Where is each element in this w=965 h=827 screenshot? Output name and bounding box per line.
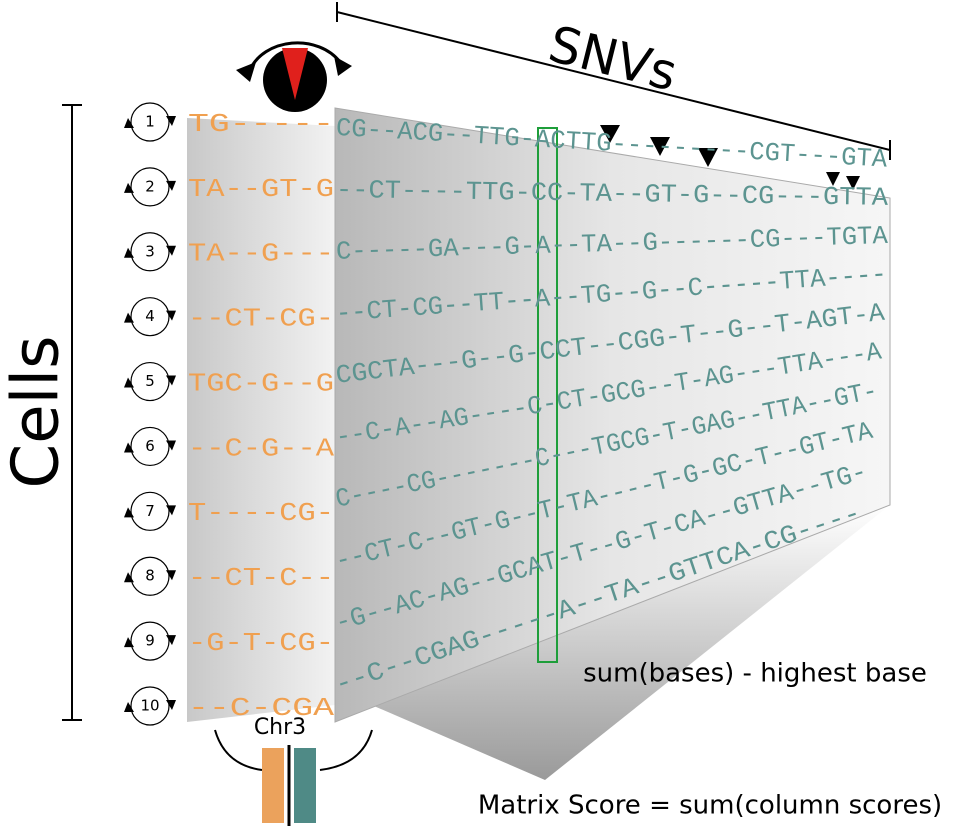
chromatid-orange bbox=[262, 748, 284, 823]
left-sequence: TGC-G--G bbox=[188, 368, 334, 398]
left-sequence: TG----- bbox=[188, 109, 334, 139]
diagram: Cells SNVs 1TG-----CG--ACG--TTG-ACTTG---… bbox=[0, 0, 965, 827]
cell-label: 4 bbox=[145, 307, 155, 325]
column-score: sum(bases) - highest base bbox=[583, 659, 927, 689]
cell-label: 6 bbox=[145, 437, 155, 455]
left-sequence: TA--G--- bbox=[188, 239, 334, 269]
swap-arrow bbox=[320, 730, 372, 770]
left-sequence: TA--GT-G bbox=[188, 174, 334, 204]
y-label: Cells bbox=[0, 336, 74, 489]
arrowhead bbox=[334, 56, 352, 76]
arrowhead bbox=[236, 62, 256, 82]
matrix-score: Matrix Score = sum(column scores) bbox=[478, 791, 942, 821]
cell-label: 5 bbox=[145, 372, 155, 390]
left-sequence: T----CG- bbox=[188, 498, 334, 528]
cell-label: 2 bbox=[145, 177, 155, 195]
cell-label: 1 bbox=[145, 113, 155, 131]
chromatid-teal bbox=[294, 748, 316, 823]
left-sequence: --CT-CG- bbox=[188, 304, 334, 334]
left-sequence: --CT-C-- bbox=[188, 563, 334, 593]
title: SNVs bbox=[543, 15, 683, 103]
cell-label: 3 bbox=[145, 242, 155, 260]
chromosome-label: Chr3 bbox=[254, 715, 306, 740]
cell-label: 10 bbox=[140, 697, 159, 715]
cell-label: 7 bbox=[145, 502, 155, 520]
left-sequence: --C-G--A bbox=[188, 433, 334, 463]
cell-label: 8 bbox=[145, 567, 155, 585]
left-sequence: -G-T-CG- bbox=[188, 628, 334, 658]
cell-label: 9 bbox=[145, 632, 155, 650]
